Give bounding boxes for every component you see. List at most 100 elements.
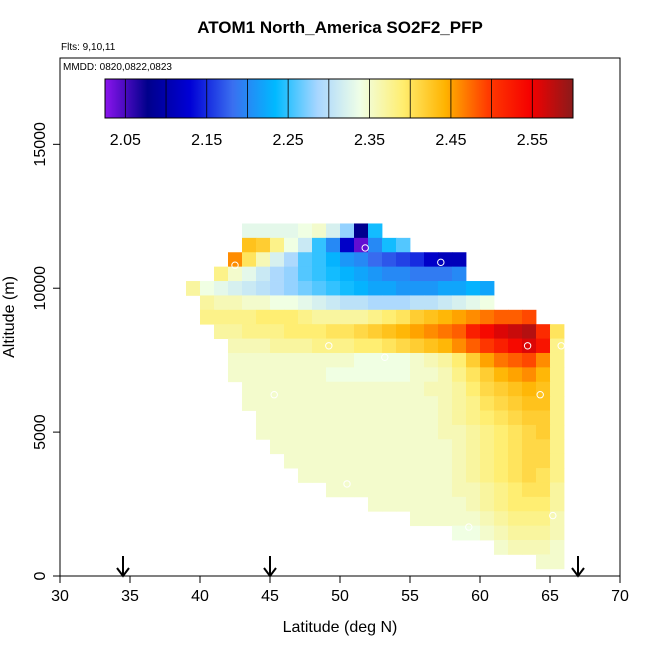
heatmap-cell [382,338,397,354]
heatmap-cell [550,367,565,383]
sample-point [381,353,389,361]
heatmap-cell [424,295,439,311]
heatmap-cell [284,424,299,440]
heatmap-cell [368,252,383,268]
heatmap-cell [494,396,509,411]
heatmap-cell [522,396,537,411]
sample-point [523,342,532,350]
heatmap-cell [382,453,397,469]
heatmap-cell [480,453,495,469]
heatmap-cell [242,352,257,368]
heatmap-cell [410,396,425,411]
heatmap-cell [452,482,467,498]
heatmap-cell [340,453,355,469]
x-tick-label: 30 [51,588,69,605]
sample-point [437,258,445,267]
heatmap-cell [270,295,285,311]
heatmap-cell [326,453,341,469]
colorbar-tick-label: 2.55 [517,132,548,149]
heatmap-cell [536,482,551,498]
heatmap-cell [424,482,439,498]
heatmap-cell [256,352,271,368]
heatmap-cell [424,424,439,440]
heatmap-cell [214,324,229,339]
heatmap-cell [396,424,411,440]
heatmap-cell [452,352,467,368]
heatmap-cell [396,237,411,253]
heatmap-cell [396,381,411,397]
heatmap-cell [298,352,313,368]
heatmap-cell [256,266,271,282]
heatmap-cell [438,352,453,368]
heatmap-cell [368,324,383,339]
heatmap-cell [340,266,355,282]
heatmap-cell [494,468,509,483]
heatmap-cell [382,396,397,411]
heatmap-cell [354,352,369,368]
heatmap-cell [494,525,509,541]
heatmap-cell [298,381,313,397]
heatmap-cell [312,223,327,239]
heatmap-cell [228,252,243,268]
heatmap-cell [452,266,467,282]
heatmap-cell [410,381,425,397]
heatmap-cell [522,540,537,555]
heatmap-cell [466,525,481,541]
heatmap-cell [340,367,355,383]
heatmap-cell [522,324,537,339]
heatmap-cell [326,396,341,411]
heatmap-cell [298,439,313,455]
heatmap-cell [508,496,523,512]
heatmap-cell [452,338,467,354]
heatmap-cell [466,381,481,397]
heatmap-cell [466,281,481,296]
heatmap-cell [508,352,523,368]
heatmap-cell [480,439,495,455]
heatmap-cell [396,367,411,383]
heatmap-cell [396,410,411,426]
flight-arrow [263,556,277,578]
heatmap-cell [214,309,229,325]
heatmap-cell [368,482,383,498]
heatmap-cell [480,410,495,426]
heatmap-cell [480,338,495,354]
heatmap-cell [270,223,285,239]
heatmap-cell [354,281,369,296]
heatmap-cell [494,324,509,339]
heatmap-cell [284,237,299,253]
heatmap-cell [256,295,271,311]
heatmap-cell [354,482,369,498]
heatmap-cell [326,439,341,455]
heatmap-cell [424,252,439,268]
heatmap-cell [312,266,327,282]
heatmap-cell [368,410,383,426]
heatmap-cell [396,266,411,282]
heatmap-cell [368,381,383,397]
heatmap-cell [256,367,271,383]
heatmap-cell [326,281,341,296]
heatmap-cell [438,410,453,426]
heatmap-cell [312,468,327,483]
heatmap-cell [340,309,355,325]
heatmap-cell [298,295,313,311]
heatmap-cell [340,281,355,296]
heatmap-cell [326,352,341,368]
heatmap-cell [508,381,523,397]
heatmap-cell [382,324,397,339]
heatmap-cell [270,252,285,268]
heatmap-cell [368,453,383,469]
heatmap-cell [382,252,397,268]
heatmap-cell [466,468,481,483]
heatmap-cell [242,281,257,296]
heatmap-cell [368,266,383,282]
y-tick-label: 0 [32,571,49,580]
heatmap-cell [424,381,439,397]
heatmap-cell [326,324,341,339]
heatmap-cell [550,424,565,440]
heatmap-cell [368,468,383,483]
heatmap-cell [480,424,495,440]
heatmap-cell [508,396,523,411]
heatmap-cell [508,453,523,469]
heatmap-cell [480,309,495,325]
heatmap-cell [354,295,369,311]
